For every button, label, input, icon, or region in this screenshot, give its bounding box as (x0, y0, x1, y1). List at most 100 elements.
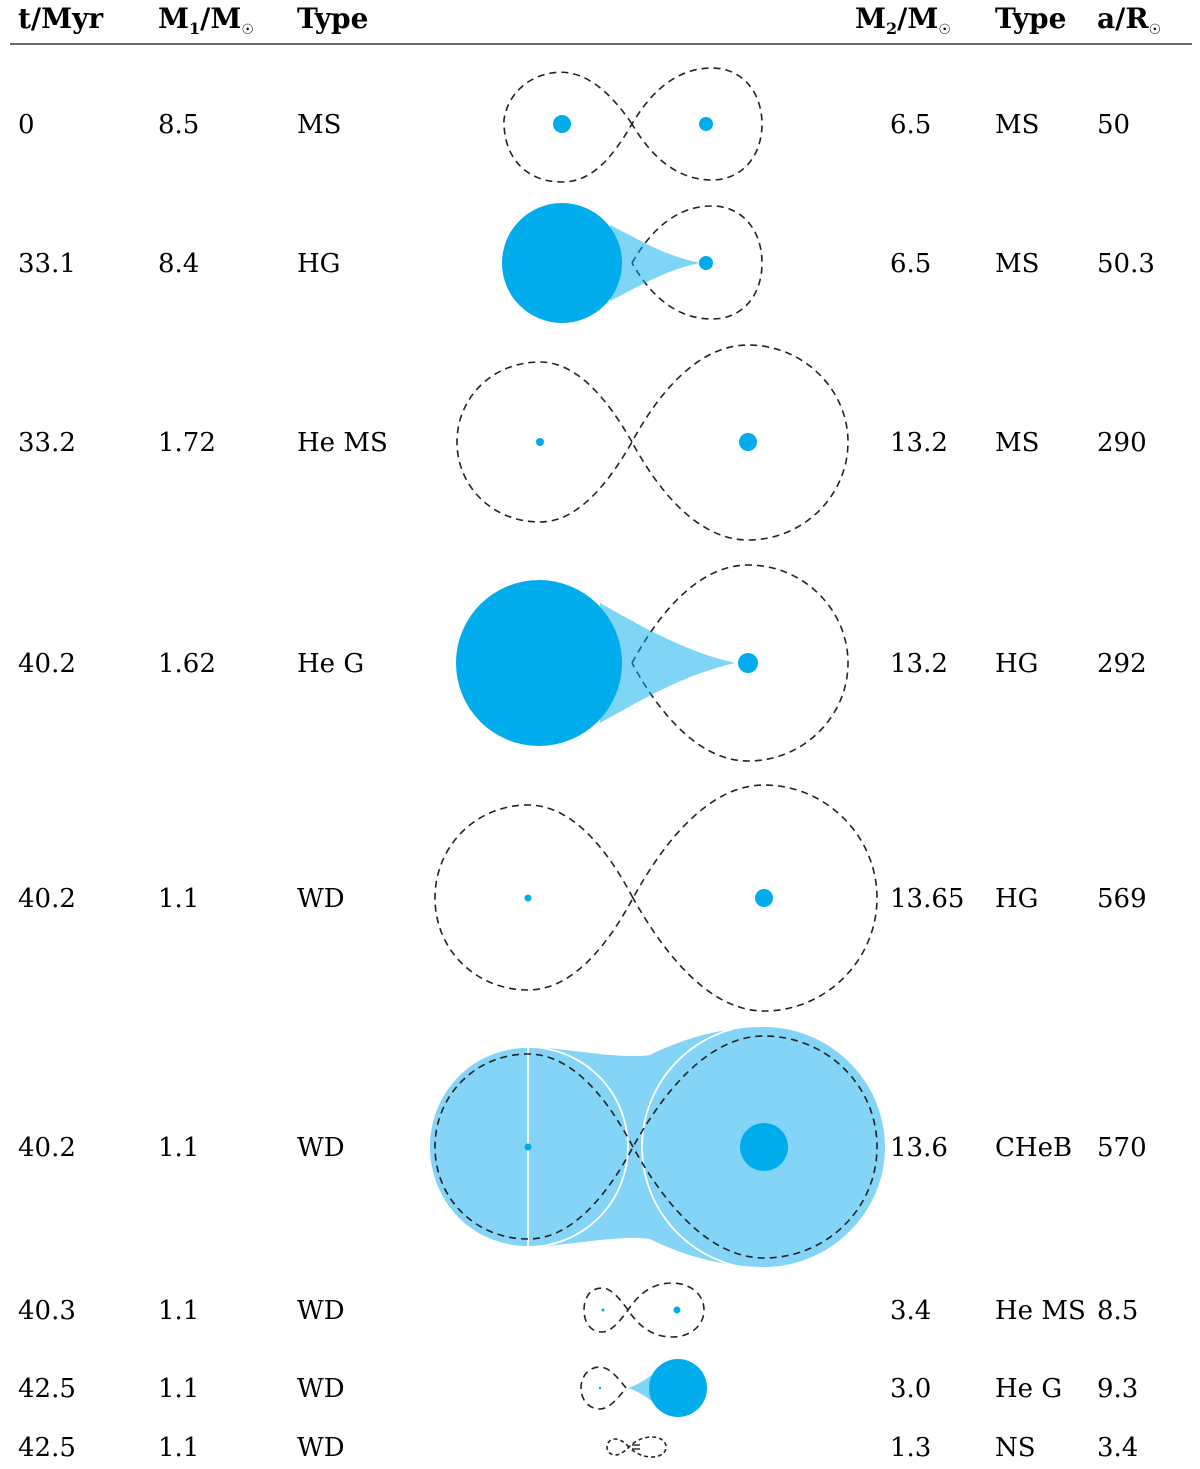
cell-separation: 3.4 (1097, 1433, 1138, 1463)
star-2-lobe-outline (641, 1024, 887, 1270)
mass-transfer-stream (600, 603, 735, 723)
cell-separation: 290 (1097, 428, 1147, 458)
binary-system-sketch (502, 203, 763, 323)
star-1 (536, 438, 544, 446)
cell-mass-2: 13.6 (890, 1133, 948, 1163)
cell-mass-2: 13.2 (890, 428, 948, 458)
table-row: 33.1 8.4 HG 6.5 MS 50.3 (18, 203, 1155, 323)
star-1 (502, 203, 622, 323)
roche-lobe-figure-eight (580, 1366, 627, 1410)
cell-separation: 569 (1097, 884, 1147, 914)
cell-mass-1: 1.62 (158, 649, 216, 679)
cell-mass-2: 1.3 (890, 1433, 931, 1463)
star-1 (524, 894, 532, 902)
table-row: 42.5 1.1 WD 3.0 He G 9.3 (18, 1359, 1138, 1417)
header-type-2: Type (995, 2, 1066, 35)
cell-mass-2: 3.0 (890, 1374, 931, 1404)
roche-lobe-figure-eight (434, 1035, 878, 1259)
cell-type-1: HG (297, 249, 340, 279)
cell-mass-1: 1.1 (158, 1433, 199, 1463)
cell-type-2: HG (995, 649, 1038, 679)
cell-type-2: CHeB (995, 1133, 1072, 1163)
table-row: 33.2 1.72 He MS 13.2 MS 290 (18, 344, 1147, 541)
header-separation: a/R☉ (1097, 2, 1161, 38)
binary-system-sketch (583, 1282, 705, 1338)
star-2 (649, 1359, 707, 1417)
cell-mass-2: 13.65 (890, 884, 964, 914)
cell-type-2: HG (995, 884, 1038, 914)
header-type-1: Type (297, 2, 368, 35)
binary-system-sketch (456, 564, 849, 762)
cell-time: 40.2 (18, 1133, 76, 1163)
roche-lobe-figure-eight (456, 344, 849, 541)
table-row: 40.3 1.1 WD 3.4 He MS 8.5 (18, 1282, 1138, 1338)
cell-mass-1: 1.1 (158, 1133, 199, 1163)
roche-lobe-figure-eight (606, 1436, 667, 1458)
cell-separation: 50.3 (1097, 249, 1155, 279)
star-1 (553, 115, 571, 133)
cell-time: 42.5 (18, 1433, 76, 1463)
cell-mass-1: 8.4 (158, 249, 199, 279)
mass-transfer-stream (610, 225, 700, 301)
cell-type-1: WD (297, 1374, 345, 1404)
roche-lobe-figure-eight (503, 67, 763, 183)
cell-separation: 292 (1097, 649, 1147, 679)
cell-time: 42.5 (18, 1374, 76, 1404)
binary-system-sketch (503, 67, 763, 183)
roche-lobe-figure-eight (583, 1282, 705, 1338)
star-2 (740, 1123, 788, 1171)
cell-time: 33.2 (18, 428, 76, 458)
binary-system-sketch (434, 784, 878, 1012)
table-row: 40.2 1.62 He G 13.2 HG 292 (18, 564, 1147, 762)
cell-mass-1: 1.1 (158, 1374, 199, 1404)
star-1 (598, 1386, 602, 1390)
cell-mass-2: 6.5 (890, 110, 931, 140)
cell-separation: 9.3 (1097, 1374, 1138, 1404)
cell-time: 40.2 (18, 649, 76, 679)
common-envelope (430, 1027, 885, 1267)
cell-mass-2: 6.5 (890, 249, 931, 279)
cell-type-1: He MS (297, 428, 388, 458)
cell-mass-1: 1.1 (158, 884, 199, 914)
cell-type-2: He G (995, 1374, 1062, 1404)
star-2 (699, 117, 713, 131)
header-time: t/Myr (18, 2, 104, 35)
cell-type-2: MS (995, 249, 1039, 279)
cell-time: 40.3 (18, 1296, 76, 1326)
binary-system-sketch (456, 344, 849, 541)
header-mass-1: M1/M☉ (158, 2, 254, 38)
cell-mass-1: 1.1 (158, 1296, 199, 1326)
header-mass-2: M2/M☉ (855, 2, 951, 38)
cell-mass-2: 3.4 (890, 1296, 931, 1326)
star-2 (739, 433, 757, 451)
table-row: 40.2 1.1 WD 13.6 CHeB 570 (18, 1024, 1147, 1270)
cell-time: 33.1 (18, 249, 76, 279)
star-1 (601, 1308, 605, 1312)
star-2 (755, 889, 773, 907)
table-header: t/Myr M1/M☉ Type M2/M☉ Type a/R☉ (10, 2, 1192, 45)
cell-separation: 50 (1097, 110, 1130, 140)
star-1 (456, 580, 622, 746)
cell-type-2: MS (995, 110, 1039, 140)
cell-type-1: WD (297, 1433, 345, 1463)
cell-time: 40.2 (18, 884, 76, 914)
cell-type-1: WD (297, 1133, 345, 1163)
cell-type-2: He MS (995, 1296, 1086, 1326)
table-row: 42.5 1.1 WD 1.3 NS 3.4 (18, 1433, 1138, 1463)
cell-separation: 8.5 (1097, 1296, 1138, 1326)
cell-type-1: WD (297, 1296, 345, 1326)
table-row: 0 8.5 MS 6.5 MS 50 (18, 67, 1130, 183)
star-2 (699, 256, 713, 270)
binary-system-sketch (580, 1359, 707, 1417)
star-2 (738, 653, 758, 673)
star-2 (673, 1306, 681, 1314)
cell-type-1: MS (297, 110, 341, 140)
cell-type-1: WD (297, 884, 345, 914)
cell-type-2: NS (995, 1433, 1036, 1463)
cell-mass-1: 1.72 (158, 428, 216, 458)
binary-system-sketch (427, 1024, 887, 1270)
roche-lobe-figure-eight (631, 205, 763, 320)
cell-mass-2: 13.2 (890, 649, 948, 679)
roche-lobe-figure-eight (631, 564, 849, 762)
